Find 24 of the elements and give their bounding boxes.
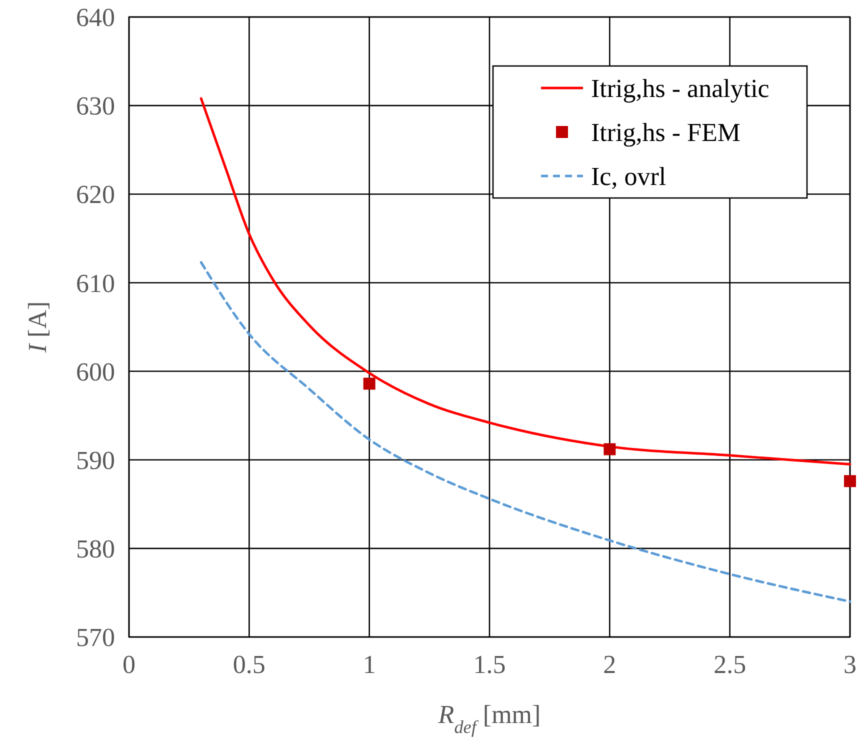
x-tick-label: 0.5 [232,650,266,679]
x-tick-label: 1.5 [473,650,506,679]
point [604,443,616,456]
y-tick-label: 590 [76,446,115,475]
point [844,475,856,488]
y-tick-label: 630 [76,92,115,121]
x-tick-label: 2 [603,650,616,679]
legend-label: Itrig,hs - FEM [591,118,740,148]
x-tick-label: 3 [844,650,856,679]
y-tick-label: 620 [76,180,115,210]
y-tick-label: 640 [76,3,115,32]
legend-label: Ic, ovrl [591,162,666,192]
point [363,378,376,390]
x-tick-label: 2.5 [714,650,746,679]
y-axis-title: I [A] [23,301,52,354]
y-tick-label: 610 [76,268,115,298]
x-tick-label: 0 [122,650,136,679]
y-tick-label: 600 [76,357,115,386]
y-tick-label: 580 [76,534,115,564]
line-series [200,261,852,603]
y-tick-label: 570 [76,623,115,652]
x-axis-title: R$_{def}$ [mm] [437,700,541,737]
x-tick-label: 1 [362,650,376,679]
legend-label: Itrig,hs - analytic [591,74,770,104]
